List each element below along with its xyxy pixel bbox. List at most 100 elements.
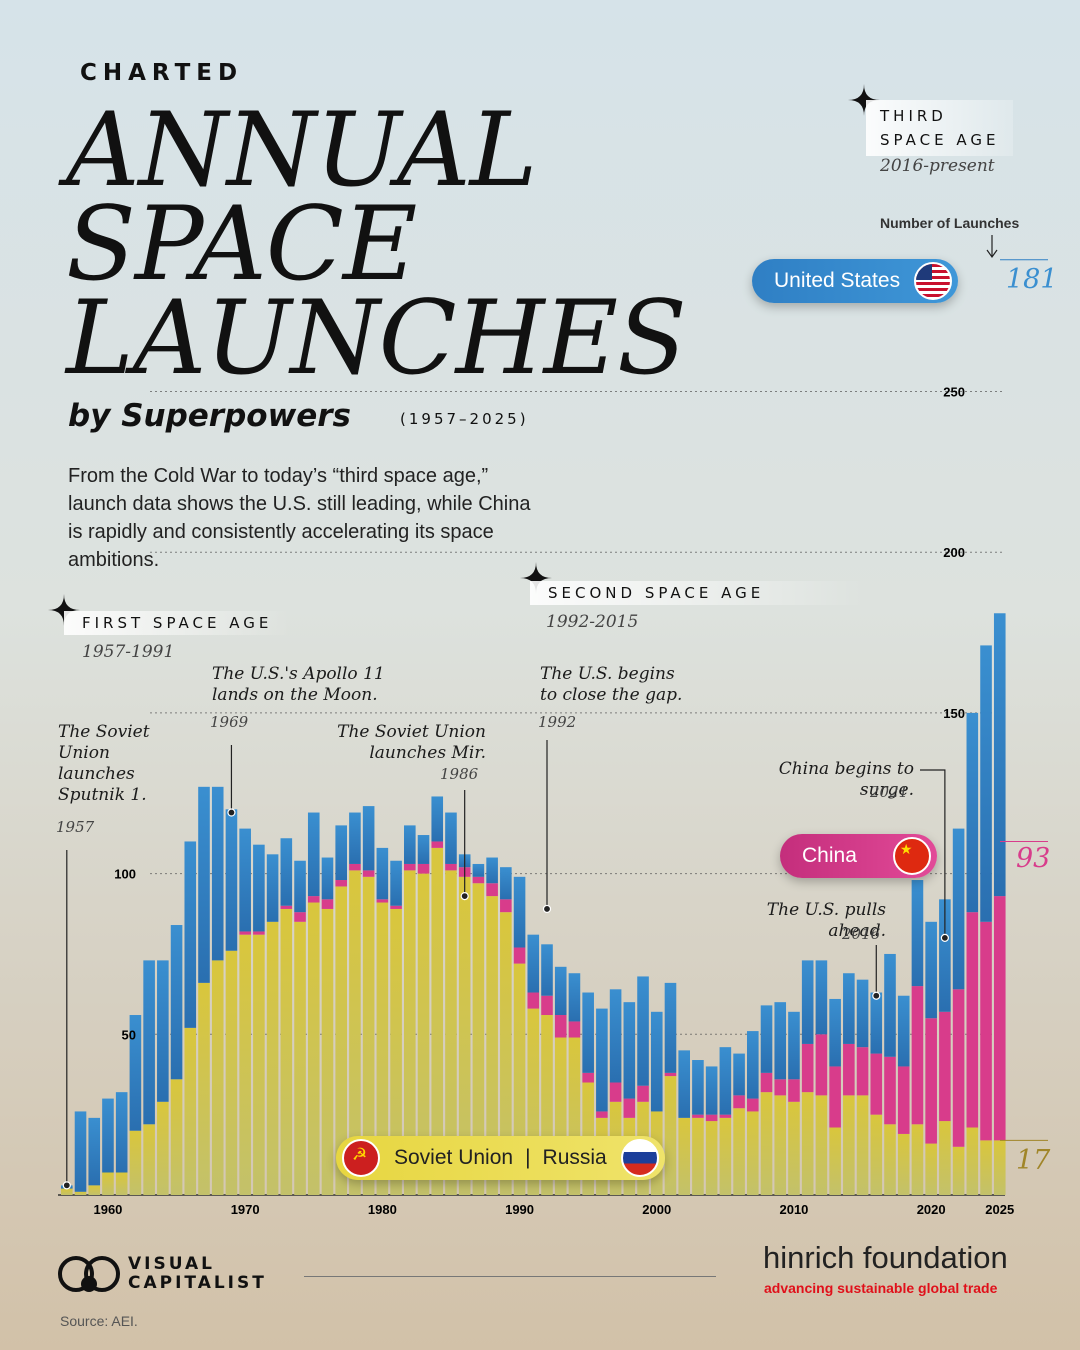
us-bar [307,812,320,897]
ussr-bar [157,1101,169,1195]
ussr-bar [321,908,334,1195]
x-tick-label: 1980 [368,1202,397,1217]
us-bar [815,960,828,1035]
us-bar [870,992,883,1054]
annotation-year: 1992 [538,713,577,731]
legend-divider: | [525,1146,531,1169]
annotation-mir: The Soviet Union launches Mir. [337,722,486,763]
china-bar [417,863,430,874]
us-bar [417,835,430,864]
china-bar [500,899,512,913]
ussr-bar [61,1188,73,1195]
annotation-dot [872,991,881,1000]
x-tick-label: 1990 [505,1202,534,1217]
first-age-years: 1957-1991 [82,642,175,662]
china-bar [335,880,347,887]
ussr-bar [266,921,279,1195]
annotation-year: 1957 [56,818,95,836]
us-bar [582,992,594,1073]
china-bar [362,870,375,877]
us-bar [884,953,896,1057]
china-bar [294,912,306,922]
us-bar [554,966,567,1016]
page-title: ANNUAL SPACE LAUNCHES [66,100,687,398]
china-bar [390,905,402,909]
first-age-label: FIRST SPACE AGE [64,611,291,635]
sparkle-icon [48,594,80,626]
china-bar [692,1114,704,1118]
x-tick-label: 2025 [985,1202,1014,1217]
us-bar [925,921,937,1019]
us-bar [157,960,169,1102]
us-bar [74,1111,87,1192]
us-bar [390,860,402,906]
ussr-bar [815,1095,828,1195]
hammer-sickle-icon: ☭ [342,1139,380,1177]
ussr-bar [801,1092,814,1195]
third-age-line: THIRD [880,107,947,125]
china-bar [623,1098,636,1118]
us-bar [335,825,347,881]
us-bar [102,1098,114,1173]
china-bar [404,863,416,871]
us-bar [486,857,498,884]
us-bar [733,1053,745,1096]
us-bar [692,1060,704,1115]
china-bar [472,876,485,884]
ussr-bar [856,1095,869,1195]
china-bar [376,899,389,903]
us-bar [294,860,306,913]
us-bar [705,1066,718,1115]
legend-russia-label: Russia [542,1146,607,1169]
title-line: SPACE [66,185,417,304]
us-bar [596,1008,608,1112]
ussr-bar [925,1143,937,1195]
sparkle-icon [848,84,880,116]
russia-end-value: 17 [1016,1145,1051,1176]
us-bar [966,712,979,913]
us-bar [225,809,238,951]
us-bar [568,973,581,1022]
legend-ussr-russia: ☭ Soviet Union | Russia [336,1136,665,1180]
ussr-bar [774,1095,787,1195]
us-bar [115,1092,128,1173]
china-bar [801,1043,814,1093]
us-bar [362,806,375,871]
ussr-bar [719,1117,732,1195]
x-tick-label: 2020 [917,1202,946,1217]
title-line: LAUNCHES [66,279,687,398]
ussr-bar [500,912,512,1195]
ussr-bar [458,876,471,1195]
ussr-bar [993,1140,1006,1195]
legend-us-label: United States [774,269,901,292]
legend-china: China ★ [780,834,937,878]
ussr-bar [486,896,498,1195]
china-bar [582,1072,594,1083]
us-bar [500,867,512,900]
china-bar [939,1011,951,1122]
ussr-bar [829,1127,841,1195]
us-bar [760,1005,773,1073]
china-bar [431,841,444,848]
ussr-bar [527,1008,540,1195]
china-bar [884,1056,896,1125]
annotation-apollo: The U.S.'s Apollo 11 lands on the Moon. [212,664,385,705]
us-bar [321,857,334,900]
china-bar [527,992,540,1009]
y-tick-label: 50 [122,1027,136,1042]
us-bar [897,995,910,1067]
period: (1957–2025) [400,410,529,428]
y-tick-label: 150 [943,706,965,721]
intro-text: From the Cold War to today’s “third spac… [68,465,531,571]
russia-flag-icon [620,1139,659,1177]
ussr-bar [897,1133,910,1195]
subtitle: by Superpowers [68,398,351,434]
china-bar [980,921,992,1141]
ussr-bar [705,1121,718,1195]
china-bar [747,1098,759,1112]
legend-ussr-label: Soviet Union [394,1146,514,1169]
china-bar [774,1079,787,1096]
us-bar [253,844,265,932]
ussr-bar [335,886,347,1195]
legend-us: United States [752,259,959,303]
